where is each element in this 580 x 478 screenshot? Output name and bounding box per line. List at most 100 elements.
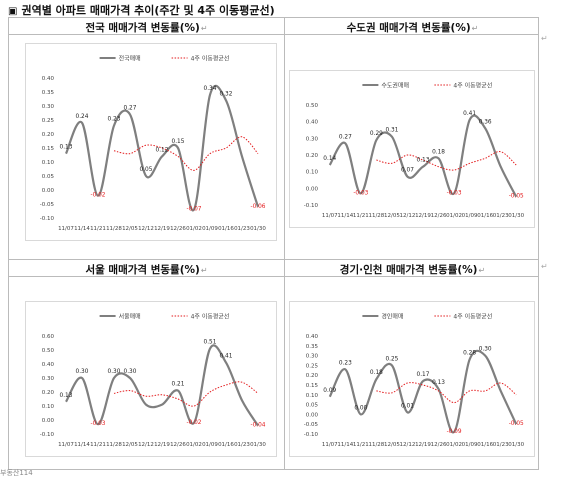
chart-gyeonggi-incheon: 경인매매 4주 이동평균선 0.40 0.35 0.30 0.25 0.20 0.15 0.10…: [289, 301, 535, 457]
x-tick-label: 01/09: [202, 442, 218, 448]
y-tick-label: 0.00: [42, 418, 55, 424]
x-tick-label: 01/16: [218, 226, 234, 232]
x-tick-label: 11/28: [106, 226, 122, 232]
data-label: 0.34: [204, 86, 217, 92]
y-tick-label: 0.50: [42, 348, 55, 354]
x-tick-label: 12/19: [415, 213, 431, 219]
y-tick-label: 0.05: [306, 403, 319, 409]
y-tick-label: 0.20: [306, 153, 319, 159]
data-label: 0.18: [432, 149, 445, 155]
y-tick-label: 0.40: [42, 76, 55, 82]
x-tick-label: 11/28: [368, 213, 384, 219]
y-tick-label: 0.10: [306, 393, 319, 399]
x-tick-label: 12/19: [154, 226, 170, 232]
y-tick-label: 0.15: [42, 146, 55, 152]
x-tick-label: 01/09: [462, 442, 478, 448]
data-label: 0.18: [370, 370, 383, 376]
x-tick-label: 01/16: [477, 442, 493, 448]
x-tick-label: 12/12: [138, 442, 154, 448]
data-label: 0.30: [124, 369, 137, 375]
y-tick-label: 0.35: [42, 90, 55, 96]
table-divider-header-1: [9, 34, 538, 35]
data-label: 0.14: [323, 156, 336, 162]
data-label: 0.30: [479, 347, 492, 353]
bullet-icon: ▣: [8, 6, 18, 17]
x-tick-label: 12/05: [122, 442, 138, 448]
legend-label: 서울매매: [119, 313, 141, 321]
series-line-moving-average: [113, 136, 259, 171]
y-tick-label: -0.10: [40, 216, 55, 222]
y-tick-label: 0.60: [42, 334, 55, 340]
data-label: 0.30: [108, 369, 121, 375]
data-label: 0.12: [156, 147, 169, 153]
y-tick-label: 0.20: [42, 390, 55, 396]
data-label: 0.41: [463, 111, 476, 117]
data-label: 0.51: [204, 340, 217, 346]
footer-source: 부동산114: [0, 469, 33, 477]
x-tick-label: 11/14: [337, 213, 353, 219]
y-tick-label: 0.10: [42, 160, 55, 166]
data-label: 0.21: [172, 382, 185, 388]
data-label: 0.29: [370, 131, 383, 137]
data-label: -0.03: [91, 421, 106, 427]
cell-title-seoul: 서울 매매가격 변동률(%)↵: [85, 264, 208, 276]
data-label: 0.13: [432, 380, 445, 386]
y-tick-label: -0.05: [40, 202, 55, 208]
table-divider-middle: [9, 259, 538, 260]
table-divider-vertical: [284, 18, 285, 469]
x-tick-label: 11/07: [58, 442, 74, 448]
x-tick-label: 01/30: [508, 442, 524, 448]
data-label: 0.13: [417, 158, 430, 164]
chart-capital: 수도권매매 4주 이동평균선 0.50 0.40 0.30 0.20 0.10 0.00 -0.…: [289, 70, 535, 228]
data-label: 0.09: [323, 388, 336, 394]
data-label: 0.27: [339, 134, 352, 140]
page-title-text: 권역별 아파트 매매가격 추이(주간 및 4주 이동평균선): [21, 4, 275, 17]
data-label: 0.00: [354, 405, 367, 411]
y-tick-label: 0.25: [306, 363, 319, 369]
y-tick-label: 0.35: [306, 344, 319, 350]
y-tick-label: 0.30: [42, 376, 55, 382]
data-label: 0.07: [401, 168, 414, 174]
data-label: -0.05: [509, 194, 524, 200]
series-line-weekly: [64, 84, 260, 212]
legend-label: 전국매매: [119, 55, 141, 63]
table-divider-header-2: [9, 276, 538, 277]
data-label: 0.30: [76, 369, 89, 375]
x-tick-label: 12/26: [431, 442, 447, 448]
y-tick-label: 0.40: [306, 120, 319, 126]
return-mark: ↵: [541, 34, 548, 43]
x-tick-label: 01/23: [493, 442, 509, 448]
x-tick-label: 01/09: [202, 226, 218, 232]
x-tick-label: 11/28: [106, 442, 122, 448]
x-tick-label: 11/07: [58, 226, 74, 232]
data-label: 0.13: [60, 145, 73, 151]
x-tick-label: 11/14: [337, 442, 353, 448]
series-line-weekly: [328, 114, 518, 198]
cell-title-national: 전국 매매가격 변동률(%)↵: [85, 22, 208, 34]
legend-label: 4주 이동평균선: [453, 313, 492, 321]
data-label: -0.06: [251, 204, 266, 210]
y-tick-label: 0.30: [306, 354, 319, 360]
y-tick-label: 0.30: [42, 104, 55, 110]
x-tick-label: 01/02: [186, 442, 202, 448]
x-tick-label: 01/16: [477, 213, 493, 219]
data-label: 0.27: [124, 105, 137, 111]
x-tick-label: 11/07: [322, 213, 338, 219]
chart-seoul: 서울매매 4주 이동평균선 0.60 0.50 0.40 0.30 0.20 0.10 0.00…: [25, 301, 277, 457]
y-tick-label: -0.05: [304, 422, 319, 428]
y-tick-label: 0.10: [42, 404, 55, 410]
y-tick-label: 0.25: [42, 118, 55, 124]
x-tick-label: 12/19: [154, 442, 170, 448]
legend-label: 4주 이동평균선: [191, 313, 230, 321]
legend-label: 수도권매매: [381, 82, 409, 90]
data-label: -0.03: [447, 190, 462, 196]
data-label: 0.15: [172, 139, 185, 145]
data-label: -0.07: [187, 207, 202, 213]
x-tick-label: 01/30: [508, 213, 524, 219]
data-label: 0.01: [401, 403, 414, 409]
data-label: 0.05: [140, 167, 153, 173]
data-label: 0.17: [417, 372, 430, 378]
series-line-weekly: [328, 349, 518, 434]
x-tick-label: 01/23: [234, 226, 250, 232]
y-tick-label: 0.15: [306, 383, 319, 389]
